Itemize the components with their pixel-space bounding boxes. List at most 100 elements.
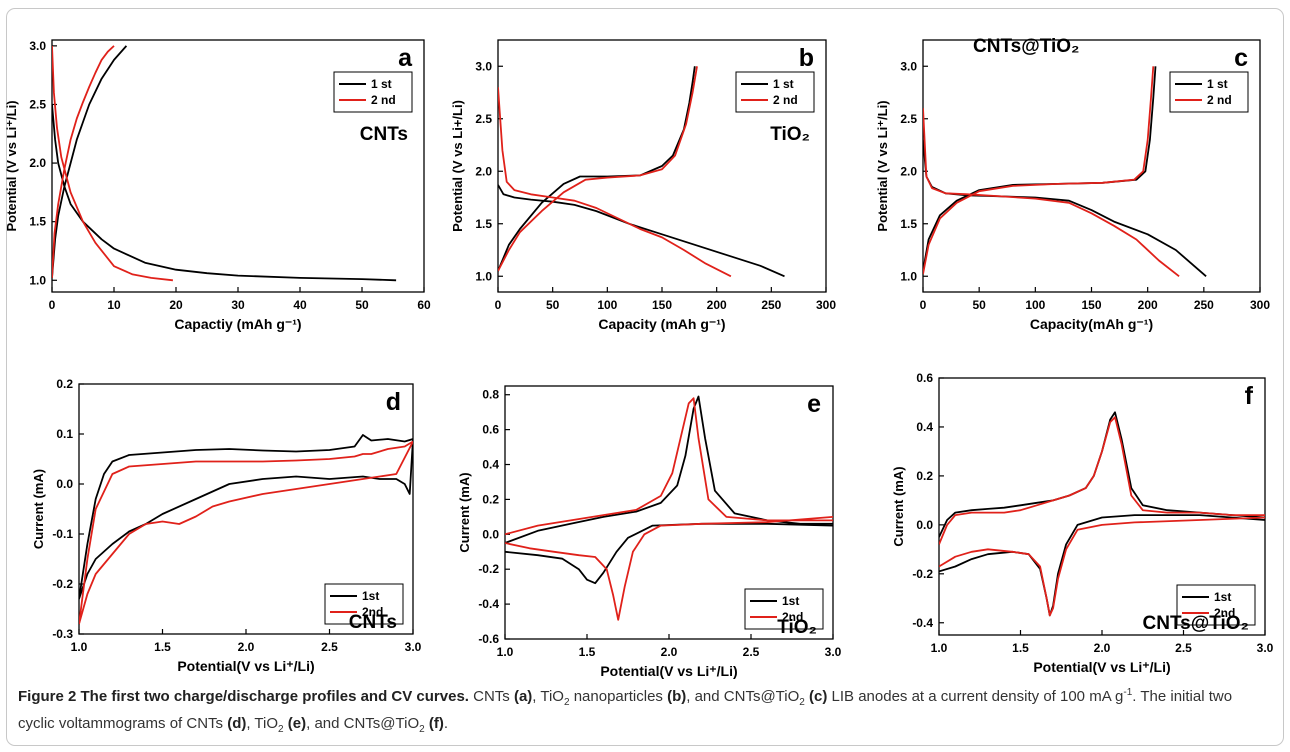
caption-part: nanoparticles [569,688,668,705]
x-tick-label: 10 [107,298,121,312]
legend-label: 1st [782,594,799,608]
series-line [79,441,413,625]
y-tick-label: 0.0 [56,477,73,491]
legend-label: 1 st [773,77,794,91]
x-axis-label: Potential(V vs Li⁺/Li) [600,663,737,679]
x-tick-label: 3.0 [1257,641,1274,655]
x-tick-label: 100 [597,298,617,312]
x-tick-label: 0 [920,298,927,312]
panel-e: 1.0 1.5 2.0 2.5 3.0 -0.6 -0.4 -0.2 0.0 0.2 0.4 0.6 0… [457,385,842,679]
panel-b: 0 50 100 150 200 250 300 1.0 1.5 2.0 2.5 3.0 Capacit… [450,39,836,332]
series-line [52,45,128,278]
y-axis-label: Current (mA) [457,472,472,552]
legend-label: 2nd [782,610,803,624]
legend-label: 2 nd [1207,93,1232,107]
legend-box [744,588,824,630]
y-tick-label: 1.0 [900,269,917,283]
legend-box [735,71,815,113]
y-tick-label: 0.6 [916,371,933,385]
panel-c: 0 50 100 150 200 250 300 1.0 1.5 2.0 2.5 3.0 Capacit… [875,36,1270,332]
series-line [52,104,397,282]
x-tick-label: 250 [1194,298,1214,312]
y-tick-label: 0.0 [916,518,933,532]
series-line [923,66,1155,275]
series-line [79,440,413,625]
panel-sample-label: CNTs@TiO₂ [973,36,1080,57]
x-tick-label: 50 [355,298,369,312]
legend-label: 2nd [362,605,383,619]
x-tick-label: 2.0 [661,645,678,659]
y-tick-label: 2.0 [475,164,492,178]
x-tick-label: 250 [761,298,781,312]
caption-body: CNTs (a), TiO2 nanoparticles (b), and CN… [18,687,1233,735]
y-tick-label: -0.4 [912,616,933,630]
y-tick-label: 0.2 [916,469,933,483]
caption-part: , and CNTs@TiO [306,715,420,732]
figure-svg: 0 10 20 30 40 50 60 1.0 1.5 2.0 2.5 3.0 Capactiy (mA… [4,36,1274,679]
series-line [498,87,732,278]
x-tick-label: 3.0 [405,640,422,654]
y-tick-label: 0.0 [482,527,499,541]
x-tick-label: 0 [49,298,56,312]
panel-sample-label: CNTs@TiO₂ [1143,613,1250,634]
legend-label: 1 st [371,77,392,91]
x-tick-label: 1.0 [931,641,948,655]
x-tick-label: 60 [417,298,431,312]
y-axis-label: Potential (V vs Li⁺/Li) [875,100,890,231]
y-tick-label: 0.2 [56,377,73,391]
x-tick-label: 50 [546,298,560,312]
legend: 1 st 2 nd [1169,71,1249,113]
y-tick-label: -0.2 [52,577,73,591]
y-tick-label: -0.2 [912,567,933,581]
panel-letter: d [386,388,401,416]
series-line [505,522,833,585]
panel-a: 0 10 20 30 40 50 60 1.0 1.5 2.0 2.5 3.0 Capactiy (mA… [4,39,431,332]
caption-part: (a) [513,688,533,705]
y-tick-label: -0.2 [478,562,499,576]
legend-label: 2 nd [371,93,396,107]
legend-box [324,583,404,625]
caption-part: (d) [227,715,247,732]
y-tick-label: 0.8 [482,388,499,402]
y-tick-label: 3.0 [29,39,46,53]
panel-sample-label: TiO₂ [777,617,817,638]
legend-box [333,71,413,113]
x-tick-label: 150 [652,298,672,312]
x-axis-label: Capacity(mAh g⁻¹) [1030,316,1153,332]
y-tick-label: 3.0 [900,59,917,73]
caption-part: (b) [667,688,687,705]
series-line [52,45,115,278]
x-axis-label: Potential(V vs Li⁺/Li) [1033,659,1170,675]
panel-letter: c [1234,44,1248,72]
series-line [79,438,413,600]
x-tick-label: 200 [707,298,727,312]
legend-label: 1st [362,589,379,603]
y-tick-label: 2.0 [900,164,917,178]
caption-part: , TiO [246,715,279,732]
legend-box [1169,71,1249,113]
x-axis-label: Capacity (mAh g⁻¹) [598,316,725,332]
x-tick-label: 50 [972,298,986,312]
figure-caption: Figure 2 The first two charge/discharge … [18,682,1272,740]
caption-part: . [443,715,449,732]
caption-part: . The initial two cyclic voltammograms o… [18,688,1233,732]
legend-label: 2nd [1214,606,1235,620]
panel-letter: f [1245,382,1254,410]
y-tick-label: 1.0 [475,269,492,283]
series-line [923,139,1207,277]
x-tick-label: 3.0 [825,645,842,659]
caption-part: 2 [799,697,805,708]
y-tick-label: 2.5 [900,112,917,126]
x-tick-label: 1.5 [1012,641,1029,655]
series-line [923,66,1157,272]
x-tick-label: 1.0 [71,640,88,654]
caption-title: Figure 2 The first two charge/discharge … [18,688,469,705]
caption-part: LIB anodes at a current density of 100 m… [827,688,1124,705]
x-tick-label: 2.5 [1175,641,1192,655]
y-tick-label: 0.4 [916,420,933,434]
y-tick-label: 2.0 [29,156,46,170]
y-tick-label: 0.4 [482,458,499,472]
y-axis-label: Current (mA) [31,469,46,549]
y-axis-label: Potential (V vs Li+/Li) [450,100,465,232]
